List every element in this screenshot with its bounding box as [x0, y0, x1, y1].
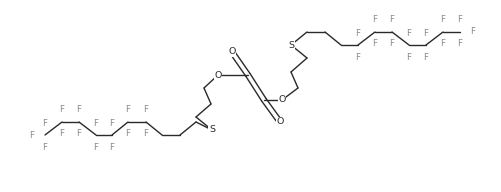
Text: F: F [60, 105, 65, 114]
Text: O: O [214, 70, 221, 79]
Text: F: F [94, 118, 99, 127]
Text: O: O [228, 47, 235, 56]
Text: F: F [423, 28, 428, 37]
Text: F: F [143, 129, 148, 138]
Text: F: F [457, 16, 462, 25]
Text: F: F [423, 52, 428, 61]
Text: F: F [389, 40, 394, 49]
Text: F: F [77, 105, 82, 114]
Text: F: F [356, 28, 361, 37]
Text: F: F [373, 16, 377, 25]
Text: F: F [110, 118, 115, 127]
Text: F: F [457, 40, 462, 49]
Text: F: F [110, 142, 115, 151]
Text: F: F [94, 142, 99, 151]
Text: F: F [406, 52, 411, 61]
Text: F: F [77, 129, 82, 138]
Text: F: F [406, 28, 411, 37]
Text: F: F [470, 27, 475, 36]
Text: F: F [143, 105, 148, 114]
Text: F: F [389, 16, 394, 25]
Text: O: O [279, 95, 286, 104]
Text: F: F [30, 131, 35, 140]
Text: F: F [373, 40, 377, 49]
Text: O: O [277, 118, 284, 127]
Text: F: F [43, 142, 48, 151]
Text: F: F [440, 16, 445, 25]
Text: F: F [125, 105, 130, 114]
Text: F: F [356, 52, 361, 61]
Text: S: S [288, 41, 294, 50]
Text: F: F [440, 40, 445, 49]
Text: F: F [125, 129, 130, 138]
Text: F: F [60, 129, 65, 138]
Text: S: S [209, 126, 215, 135]
Text: F: F [43, 118, 48, 127]
